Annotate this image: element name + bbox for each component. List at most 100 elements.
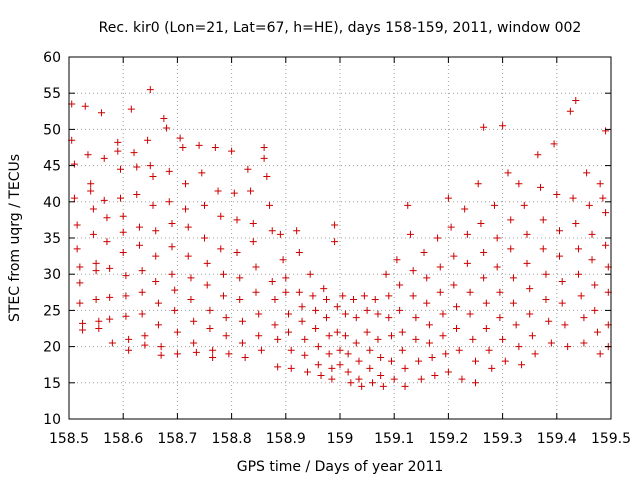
data-point xyxy=(480,123,488,131)
data-point xyxy=(225,350,233,358)
data-point xyxy=(179,144,187,151)
data-point xyxy=(523,230,531,238)
data-point xyxy=(190,317,198,325)
data-point xyxy=(593,328,601,336)
data-point xyxy=(436,263,444,271)
data-point xyxy=(488,364,496,372)
data-point xyxy=(339,292,347,300)
data-point xyxy=(542,296,550,304)
data-point xyxy=(138,310,146,318)
data-point xyxy=(539,216,547,224)
data-point xyxy=(398,328,406,336)
data-point xyxy=(79,319,87,327)
y-tick-label: 25 xyxy=(43,303,61,319)
y-tick-label: 40 xyxy=(43,195,61,211)
data-point xyxy=(282,274,290,282)
data-point xyxy=(257,346,265,354)
data-point xyxy=(539,245,547,253)
data-point xyxy=(135,223,143,231)
data-point xyxy=(84,151,92,159)
data-point xyxy=(453,325,461,332)
data-point xyxy=(599,194,607,202)
y-tick-label: 35 xyxy=(43,231,61,247)
data-point xyxy=(331,238,339,246)
data-point xyxy=(431,372,439,380)
data-point xyxy=(70,160,78,168)
data-point xyxy=(436,288,444,296)
data-point xyxy=(222,332,230,340)
data-point xyxy=(412,335,420,343)
data-point xyxy=(480,248,488,256)
data-point xyxy=(369,379,377,387)
data-point xyxy=(588,256,596,264)
data-point xyxy=(309,292,317,300)
data-point xyxy=(566,107,574,115)
data-point xyxy=(588,230,596,238)
y-tick-label: 15 xyxy=(43,376,61,392)
data-point xyxy=(534,151,542,159)
data-point xyxy=(547,339,555,347)
data-point xyxy=(556,227,564,235)
data-point xyxy=(154,299,162,307)
data-point xyxy=(320,285,328,293)
data-point xyxy=(450,281,458,289)
data-point xyxy=(190,339,198,347)
x-tick-label: 158.5 xyxy=(49,431,89,447)
data-point xyxy=(583,169,591,177)
data-point xyxy=(203,281,211,289)
data-point xyxy=(125,346,133,354)
data-point xyxy=(480,274,488,282)
data-point xyxy=(236,296,244,304)
data-point xyxy=(152,227,160,235)
data-point xyxy=(271,321,279,329)
data-point xyxy=(509,299,517,307)
data-point xyxy=(322,296,330,304)
data-point xyxy=(412,314,420,322)
data-point xyxy=(95,325,103,332)
data-point xyxy=(322,314,330,322)
data-point xyxy=(287,364,295,372)
data-point xyxy=(295,288,303,296)
data-point xyxy=(526,310,534,318)
x-tick-label: 159.3 xyxy=(483,431,523,447)
data-points xyxy=(68,86,612,390)
data-point xyxy=(87,180,95,188)
data-point xyxy=(474,180,482,188)
data-point xyxy=(103,238,111,246)
data-point xyxy=(333,303,341,311)
data-point xyxy=(108,339,116,347)
data-point xyxy=(545,317,553,325)
data-point xyxy=(512,321,520,329)
data-point xyxy=(591,306,599,314)
data-point xyxy=(125,335,133,343)
data-point xyxy=(247,187,255,195)
data-point xyxy=(466,288,474,296)
data-point xyxy=(192,348,200,356)
data-point xyxy=(507,245,515,253)
data-point xyxy=(518,361,526,369)
data-point xyxy=(333,328,341,336)
x-tick-label: 159 xyxy=(327,431,354,447)
data-point xyxy=(312,325,320,332)
data-point xyxy=(428,353,436,361)
x-tick-label: 158.6 xyxy=(103,431,143,447)
data-point xyxy=(461,205,469,213)
data-point xyxy=(574,245,582,253)
data-point xyxy=(344,350,352,358)
data-point xyxy=(496,314,504,322)
data-point xyxy=(366,346,374,354)
data-point xyxy=(228,147,236,155)
data-point xyxy=(336,361,344,369)
y-tick-label: 10 xyxy=(43,412,61,428)
data-point xyxy=(279,256,287,264)
data-point xyxy=(572,96,580,104)
data-point xyxy=(182,205,190,213)
y-tick-label: 60 xyxy=(43,50,61,66)
data-point xyxy=(490,201,498,209)
data-point xyxy=(233,248,241,256)
data-point xyxy=(87,187,95,195)
data-point xyxy=(274,335,282,343)
data-point xyxy=(209,346,217,354)
data-point xyxy=(442,350,450,358)
